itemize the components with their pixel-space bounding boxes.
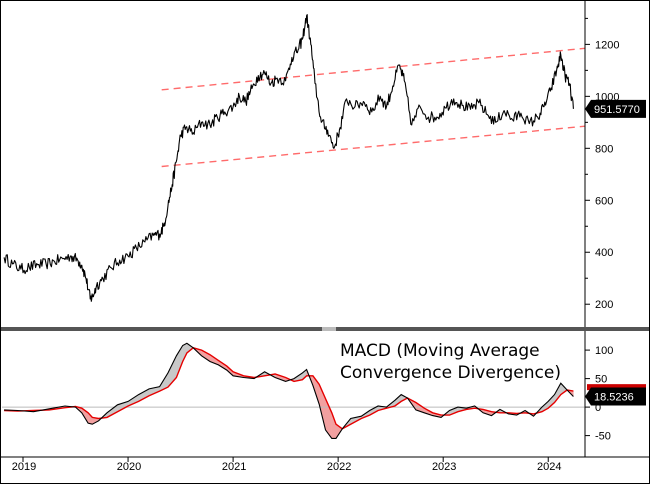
year-label-2021: 2021: [222, 461, 246, 473]
macd-ytick-label--50: -50: [595, 431, 611, 443]
macd-ytick-label-0: 0: [595, 402, 601, 414]
lower-channel-line: [161, 125, 586, 168]
price-ytick-label-800: 800: [595, 143, 613, 155]
signal-line: [4, 347, 574, 430]
price-ytick-label-1200: 1200: [595, 39, 619, 51]
macd-line: [4, 342, 574, 439]
price-last-value-tag: [585, 99, 646, 118]
upper-channel-line: [161, 47, 586, 91]
price-ytick-label-200: 200: [595, 299, 613, 311]
price-last-value-label: 951.5770: [594, 104, 640, 116]
year-label-2019: 2019: [12, 461, 36, 473]
macd-title-line1: MACD (Moving Average: [340, 341, 540, 361]
price-line: [3, 14, 574, 302]
macd-fill-segment: [138, 388, 150, 402]
macd-panel: MACD (Moving Average Convergence Diverge…: [2, 341, 646, 443]
year-label-2023: 2023: [432, 461, 456, 473]
year-label-2020: 2020: [117, 461, 141, 473]
panel-divider-grip: [322, 327, 336, 331]
year-label-2022: 2022: [327, 461, 351, 473]
macd-ytick-label-100: 100: [595, 345, 613, 357]
year-label-2024: 2024: [537, 461, 561, 473]
macd-ytick-label-50: 50: [595, 374, 607, 386]
price-ytick-label-400: 400: [595, 247, 613, 259]
signal-last-value-tag: [587, 384, 646, 391]
macd-title-line2: Convergence Divergence): [340, 363, 561, 383]
macd-last-value-tag: [585, 387, 646, 406]
macd-last-value-label: 18.5236: [594, 392, 634, 404]
price-ytick-label-600: 600: [595, 195, 613, 207]
